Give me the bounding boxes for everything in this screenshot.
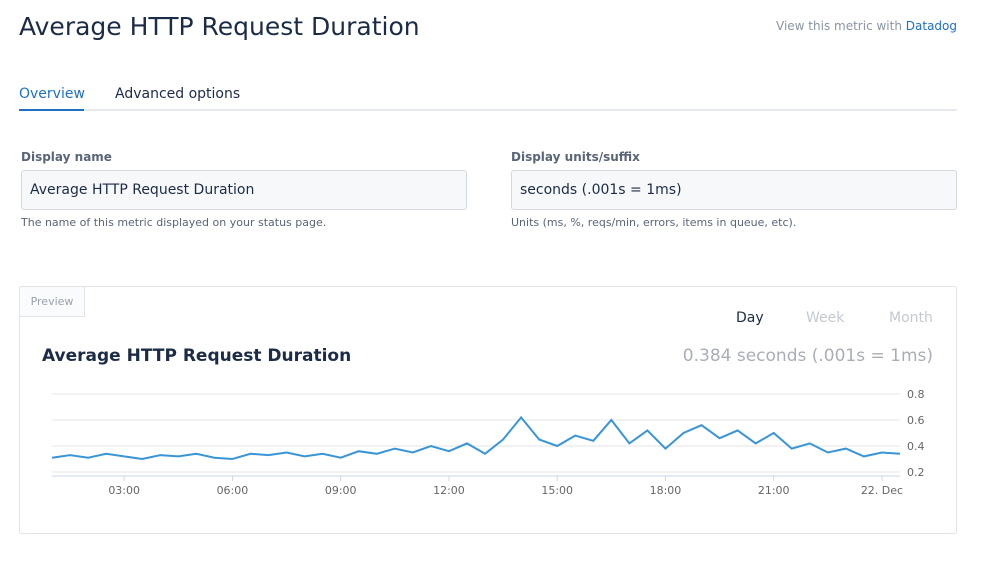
data-line: [51, 415, 901, 461]
range-day[interactable]: Day: [736, 310, 764, 326]
y-tick-label: 0.2: [907, 466, 925, 479]
field-label: Display units/suffix: [511, 150, 640, 164]
y-tick-label: 0.4: [907, 440, 925, 453]
text-input[interactable]: seconds (.001s = 1ms): [511, 170, 957, 210]
x-tick-label: 21:00: [758, 484, 790, 497]
tab-overview[interactable]: Overview: [19, 86, 85, 102]
tab-divider: [19, 109, 957, 111]
y-tick-label: 0.8: [907, 388, 925, 401]
tab-indicator: [19, 109, 84, 111]
field-help: Units (ms, %, reqs/min, errors, items in…: [511, 216, 797, 229]
datadog-link[interactable]: Datadog: [905, 19, 957, 33]
range-month[interactable]: Month: [889, 310, 933, 326]
x-tick-label: 15:00: [541, 484, 573, 497]
link-prefix: View this metric with: [776, 19, 902, 33]
x-tick-label: 18:00: [650, 484, 682, 497]
x-tick-label: 06:00: [217, 484, 249, 497]
field-label: Display name: [21, 150, 112, 164]
field-help: The name of this metric displayed on you…: [21, 216, 327, 229]
range-week[interactable]: Week: [806, 310, 845, 326]
preview-card: [19, 286, 957, 534]
preview-tab[interactable]: Preview: [19, 286, 85, 317]
x-tick-label: 12:00: [433, 484, 465, 497]
external-link: View this metric with Datadog: [776, 19, 957, 33]
text-input[interactable]: Average HTTP Request Duration: [21, 170, 467, 210]
x-tick-label: 22. Dec: [861, 484, 903, 497]
tab-advanced[interactable]: Advanced options: [115, 86, 241, 102]
x-tick-label: 03:00: [108, 484, 140, 497]
y-tick-label: 0.6: [907, 414, 925, 427]
chart-title: Average HTTP Request Duration: [42, 346, 352, 366]
x-tick-label: 09:00: [325, 484, 357, 497]
page-title: Average HTTP Request Duration: [19, 12, 420, 41]
current-value: 0.384 seconds (.001s = 1ms): [682, 346, 933, 366]
